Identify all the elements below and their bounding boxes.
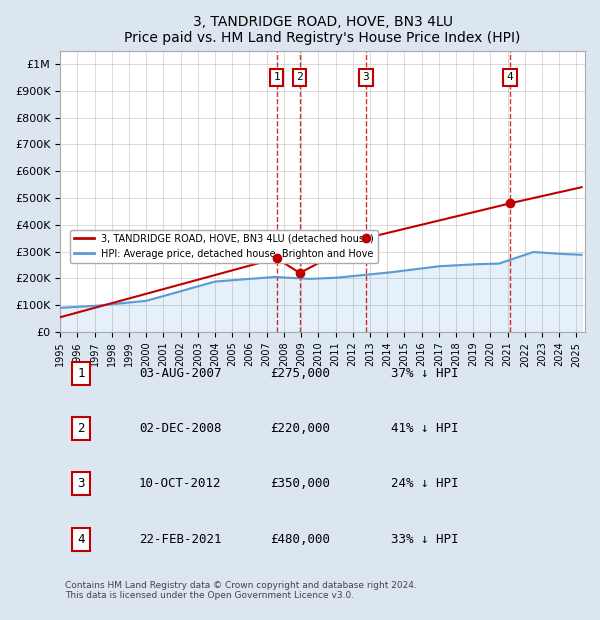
Legend: 3, TANDRIDGE ROAD, HOVE, BN3 4LU (detached house), HPI: Average price, detached : 3, TANDRIDGE ROAD, HOVE, BN3 4LU (detach…	[70, 230, 378, 262]
Text: 2: 2	[77, 422, 85, 435]
Text: 03-AUG-2007: 03-AUG-2007	[139, 367, 221, 380]
Text: 2: 2	[296, 73, 303, 82]
Text: £275,000: £275,000	[270, 367, 330, 380]
Text: 22-FEB-2021: 22-FEB-2021	[139, 533, 221, 546]
Text: 4: 4	[77, 533, 85, 546]
Text: 4: 4	[506, 73, 514, 82]
Text: 41% ↓ HPI: 41% ↓ HPI	[391, 422, 458, 435]
Text: 10-OCT-2012: 10-OCT-2012	[139, 477, 221, 490]
Text: 37% ↓ HPI: 37% ↓ HPI	[391, 367, 458, 380]
Text: £480,000: £480,000	[270, 533, 330, 546]
Text: 1: 1	[273, 73, 280, 82]
Text: 24% ↓ HPI: 24% ↓ HPI	[391, 477, 458, 490]
Text: 3: 3	[362, 73, 370, 82]
Text: £350,000: £350,000	[270, 477, 330, 490]
Text: £220,000: £220,000	[270, 422, 330, 435]
Text: Contains HM Land Registry data © Crown copyright and database right 2024.
This d: Contains HM Land Registry data © Crown c…	[65, 581, 417, 600]
Text: 1: 1	[77, 367, 85, 380]
Title: 3, TANDRIDGE ROAD, HOVE, BN3 4LU
Price paid vs. HM Land Registry's House Price I: 3, TANDRIDGE ROAD, HOVE, BN3 4LU Price p…	[124, 15, 521, 45]
Text: 02-DEC-2008: 02-DEC-2008	[139, 422, 221, 435]
Text: 33% ↓ HPI: 33% ↓ HPI	[391, 533, 458, 546]
Text: 3: 3	[77, 477, 85, 490]
